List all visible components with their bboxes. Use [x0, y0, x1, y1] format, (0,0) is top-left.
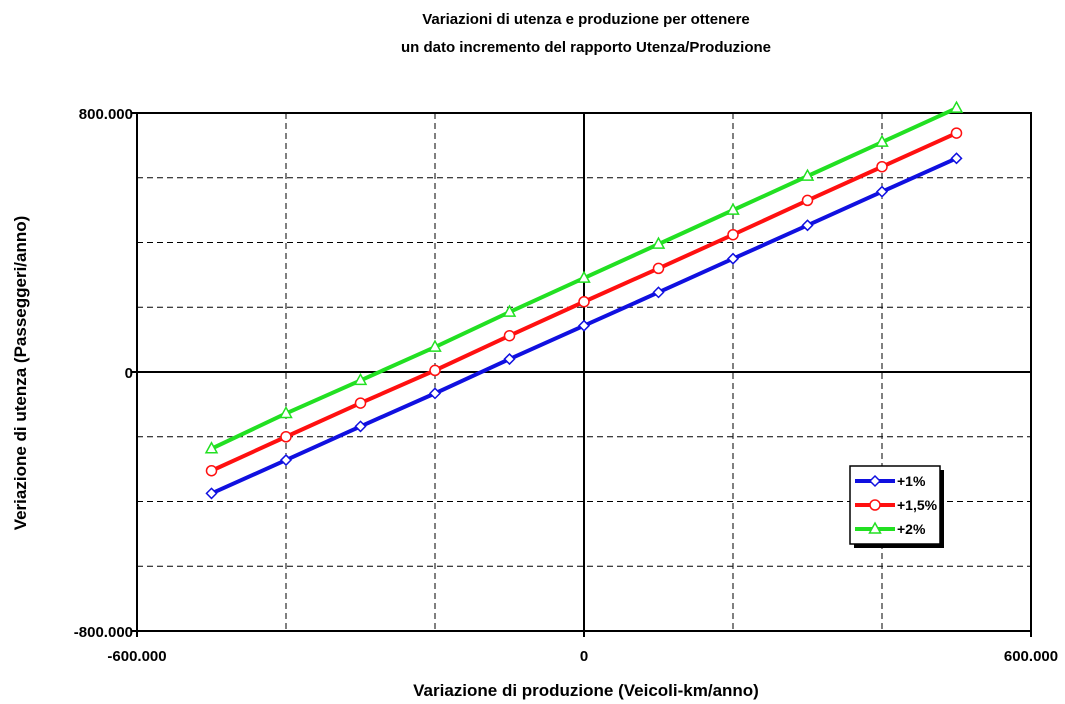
data-point — [279, 405, 293, 419]
data-point — [204, 441, 219, 454]
x-tick-label: 600.000 — [1004, 648, 1058, 665]
chart-title-line1: Variazioni di utenza e produzione per ot… — [422, 11, 750, 28]
data-point — [354, 420, 367, 433]
x-tick-label: 0 — [580, 648, 588, 665]
x-axis-label: Variazione di produzione (Veicoli-km/ann… — [413, 681, 759, 700]
data-point — [502, 304, 517, 317]
legend-swatch-marker — [868, 521, 882, 534]
data-point — [651, 236, 666, 249]
data-point — [726, 252, 740, 265]
data-point — [949, 100, 964, 113]
data-point — [875, 185, 889, 198]
data-point — [876, 160, 888, 173]
data-point — [578, 295, 590, 308]
legend-label: +2% — [897, 521, 926, 537]
y-tick-label: -800.000 — [74, 624, 133, 641]
legend-swatch-marker — [868, 474, 882, 488]
tick-labels: -600.000 0 600.000 800.000 0 -800.000 — [74, 106, 1058, 665]
series-layer — [204, 100, 964, 500]
data-point — [801, 219, 814, 232]
y-tick-label: 800.000 — [79, 106, 133, 123]
series-1 — [205, 152, 963, 500]
chart-title-line2: un dato incremento del rapporto Utenza/P… — [401, 39, 771, 56]
legend: +1% +1,5% +2% — [849, 465, 944, 548]
data-point — [354, 397, 367, 409]
data-point — [652, 286, 665, 299]
series-2 — [205, 127, 963, 477]
legend-label: +1,5% — [897, 497, 938, 513]
y-tick-label: 0 — [125, 365, 133, 382]
data-point — [503, 329, 516, 342]
y-axis-label: Veriazione di utenza (Passeggeri/anno) — [11, 216, 30, 531]
data-point — [503, 352, 516, 366]
data-point — [727, 228, 739, 241]
data-point — [205, 464, 218, 477]
data-point — [429, 364, 441, 377]
legend-swatch-marker — [869, 499, 881, 511]
data-point — [875, 134, 889, 147]
data-point — [800, 168, 815, 181]
series-3 — [204, 100, 964, 454]
data-point — [577, 319, 591, 332]
data-point — [950, 127, 963, 139]
data-point — [205, 487, 218, 500]
data-point — [577, 270, 591, 283]
zero-axes — [137, 113, 1031, 631]
legend-label: +1% — [897, 473, 926, 489]
data-point — [950, 152, 963, 165]
data-point — [280, 431, 292, 443]
data-point — [428, 387, 442, 400]
data-point — [428, 339, 442, 352]
data-point — [726, 202, 740, 215]
data-point — [801, 194, 814, 207]
data-point — [353, 372, 368, 386]
data-point — [652, 262, 665, 275]
x-tick-label: -600.000 — [107, 648, 166, 665]
data-point — [279, 453, 293, 467]
